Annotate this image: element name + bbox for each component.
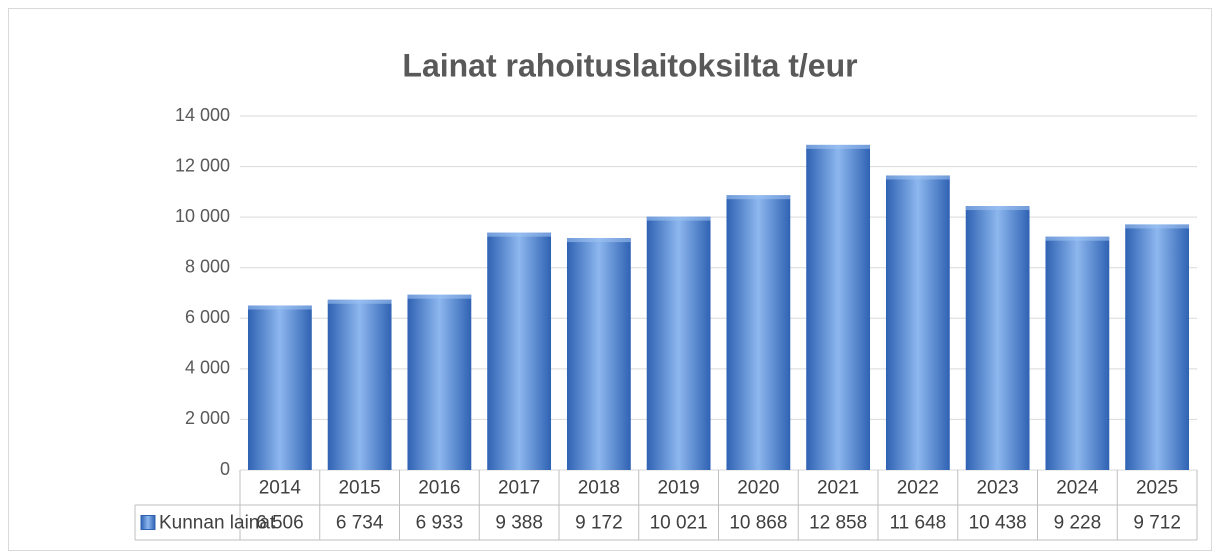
bar-bevel	[566, 238, 631, 243]
x-tick-label: 2014	[259, 478, 302, 499]
bar-bevel	[885, 175, 950, 180]
legend-label: Kunnan lainat	[159, 513, 276, 534]
y-tick-label: 12 000	[175, 155, 230, 175]
bar	[1045, 236, 1110, 470]
x-tick-label: 2016	[418, 478, 460, 499]
bar-bevel	[247, 305, 312, 310]
bar-bevel	[806, 144, 871, 149]
x-tick-label: 2020	[737, 478, 779, 499]
x-tick-label: 2025	[1136, 478, 1178, 499]
table-value: 9 388	[495, 513, 543, 534]
x-tick-label: 2019	[657, 478, 699, 499]
bar	[566, 238, 631, 470]
bar	[247, 305, 312, 470]
x-tick-label: 2024	[1056, 478, 1099, 499]
y-tick-label: 10 000	[175, 206, 230, 226]
x-tick-label: 2015	[338, 478, 380, 499]
table-value: 12 858	[809, 513, 867, 534]
table-value: 6 734	[336, 513, 384, 534]
x-tick-label: 2017	[498, 478, 540, 499]
legend-swatch	[140, 515, 156, 530]
y-tick-label: 4 000	[185, 358, 230, 378]
table-value: 6 933	[416, 513, 464, 534]
y-tick-label: 6 000	[185, 307, 230, 327]
table-value: 9 712	[1133, 513, 1181, 534]
table-value: 9 228	[1054, 513, 1102, 534]
bar	[327, 299, 392, 470]
bar	[487, 232, 552, 470]
bar-bevel	[1045, 236, 1110, 241]
y-tick-label: 14 000	[175, 105, 230, 125]
bar	[885, 175, 950, 471]
bar-bevel	[487, 232, 552, 237]
x-tick-label: 2022	[897, 478, 939, 499]
table-value: 10 868	[729, 513, 787, 534]
table-value: 10 438	[969, 513, 1027, 534]
bar-bevel	[965, 206, 1030, 211]
x-tick-label: 2018	[578, 478, 620, 499]
table-value: 6 506	[256, 513, 304, 534]
bar	[1125, 224, 1190, 470]
bar	[646, 216, 711, 470]
bar	[726, 195, 791, 470]
bar	[965, 206, 1030, 470]
bar-bevel	[327, 299, 392, 304]
x-tick-label: 2023	[976, 478, 1018, 499]
bar-bevel	[407, 294, 472, 299]
table-value: 11 648	[890, 513, 947, 534]
x-tick-label: 2021	[817, 478, 859, 499]
y-tick-label: 0	[220, 459, 230, 479]
bar-bevel	[726, 195, 791, 200]
bar-bevel	[1125, 224, 1190, 229]
y-tick-label: 2 000	[185, 408, 230, 428]
chart-title: Lainat rahoituslaitoksilta t/eur	[402, 47, 857, 83]
table-value: 9 172	[575, 513, 623, 534]
bar	[806, 144, 871, 470]
bar-bevel	[646, 216, 711, 221]
y-tick-label: 8 000	[185, 256, 230, 276]
bar	[407, 294, 472, 470]
table-value: 10 021	[650, 513, 708, 534]
